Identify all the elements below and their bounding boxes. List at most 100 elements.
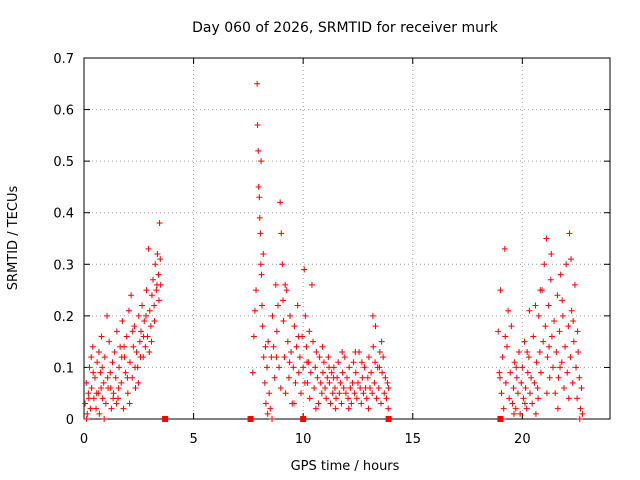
data-point	[497, 287, 504, 294]
data-point	[339, 369, 346, 376]
data-point	[534, 385, 541, 392]
data-point	[322, 385, 329, 392]
data-point	[379, 369, 386, 376]
data-point	[99, 395, 106, 402]
data-point	[132, 385, 139, 392]
data-point	[565, 323, 572, 330]
data-point	[380, 354, 387, 361]
data-point	[338, 400, 345, 407]
data-point	[557, 364, 564, 371]
data-point	[337, 379, 344, 386]
data-point	[567, 354, 574, 361]
data-point	[124, 374, 131, 381]
data-point	[364, 374, 371, 381]
data-point	[574, 328, 581, 335]
data-point	[277, 199, 284, 206]
data-point	[122, 369, 129, 376]
data-point	[143, 312, 150, 319]
data-point	[280, 297, 287, 304]
zero-marker	[162, 416, 169, 422]
data-point	[353, 395, 360, 402]
data-point	[308, 281, 315, 288]
y-tick-label: 0.7	[53, 52, 74, 67]
y-tick-label: 0.1	[53, 361, 74, 376]
data-point	[151, 318, 158, 325]
data-point	[574, 395, 581, 402]
data-point	[554, 405, 561, 412]
data-point	[311, 385, 318, 392]
zero-markers	[162, 416, 504, 422]
data-point	[101, 354, 108, 361]
data-point	[370, 343, 377, 350]
data-point	[511, 410, 518, 417]
data-point	[96, 410, 103, 417]
x-axis-label: GPS time / hours	[291, 459, 400, 474]
data-point	[272, 281, 279, 288]
data-point	[349, 379, 356, 386]
data-point	[119, 318, 126, 325]
data-point	[372, 359, 379, 366]
data-point	[324, 374, 331, 381]
data-point	[546, 374, 553, 381]
data-point	[262, 400, 269, 407]
data-point	[548, 333, 555, 340]
data-point	[269, 416, 276, 422]
data-point	[537, 287, 544, 294]
data-point	[132, 364, 139, 371]
data-point	[269, 312, 276, 319]
data-point	[255, 147, 262, 154]
data-point	[505, 307, 512, 314]
data-point	[135, 379, 142, 386]
data-point	[523, 405, 530, 412]
data-point	[89, 343, 96, 350]
data-point	[151, 302, 158, 309]
data-point	[83, 379, 90, 386]
data-point	[148, 292, 155, 299]
grid-lines	[84, 58, 610, 419]
data-point	[290, 400, 297, 407]
data-point	[106, 338, 113, 345]
data-point	[133, 348, 140, 355]
data-point	[154, 250, 161, 257]
data-point	[313, 348, 320, 355]
data-point	[257, 261, 264, 268]
data-point	[145, 245, 152, 252]
data-point	[282, 390, 289, 397]
data-point	[326, 364, 333, 371]
data-point	[100, 379, 107, 386]
data-point	[127, 359, 134, 366]
data-point	[565, 395, 572, 402]
data-point	[346, 364, 353, 371]
data-point	[140, 333, 147, 340]
data-point	[551, 318, 558, 325]
data-point	[113, 400, 120, 407]
data-point	[521, 400, 528, 407]
data-point	[563, 261, 570, 268]
data-point	[110, 390, 117, 397]
data-point	[107, 385, 114, 392]
data-point	[273, 354, 280, 361]
data-point	[283, 287, 290, 294]
data-point	[268, 354, 275, 361]
data-point	[495, 328, 502, 335]
data-point	[576, 374, 583, 381]
data-point	[260, 354, 267, 361]
data-point	[516, 348, 523, 355]
data-point	[107, 369, 114, 376]
data-point	[109, 359, 116, 366]
data-point	[118, 354, 125, 361]
data-point	[367, 385, 374, 392]
data-point	[566, 230, 573, 237]
chart-title: Day 060 of 2026, SRMTID for receiver mur…	[192, 20, 499, 36]
data-point	[524, 369, 531, 376]
data-point	[306, 328, 313, 335]
data-point	[111, 348, 118, 355]
data-point	[276, 364, 283, 371]
data-point	[365, 354, 372, 361]
data-point	[288, 348, 295, 355]
data-point	[344, 374, 350, 381]
data-point	[327, 400, 334, 407]
data-point	[365, 405, 372, 412]
data-point	[265, 338, 272, 345]
data-point	[142, 343, 149, 350]
